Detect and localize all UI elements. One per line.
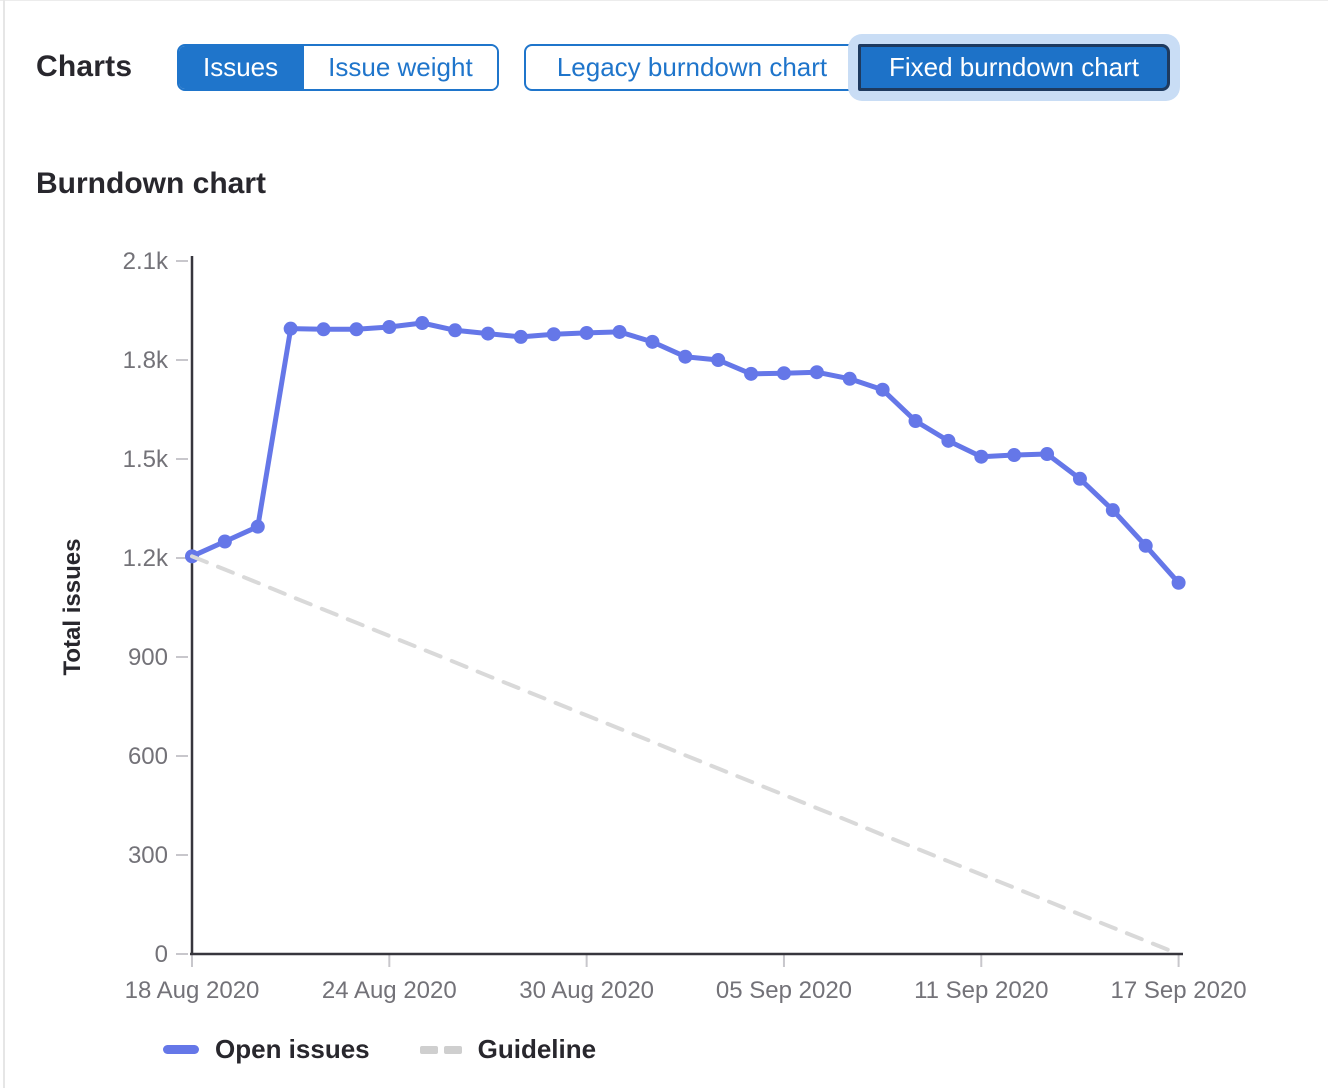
data-point[interactable]	[875, 382, 890, 397]
guideline-swatch-icon	[419, 1045, 462, 1054]
data-point[interactable]	[776, 366, 791, 381]
data-point[interactable]	[908, 414, 923, 429]
open-issues-swatch-icon	[163, 1045, 199, 1054]
data-point[interactable]	[316, 322, 331, 337]
y-tick-label: 1.2k	[123, 545, 169, 572]
x-tick-label: 17 Sep 2020	[1111, 977, 1247, 1004]
data-point[interactable]	[448, 323, 463, 338]
x-tick-label: 24 Aug 2020	[322, 977, 457, 1004]
data-point[interactable]	[1072, 471, 1087, 486]
chart-legend: Open issues Guideline	[163, 1034, 596, 1065]
y-tick-label: 900	[128, 644, 168, 671]
metric-toggle-group: Issues Issue weight	[177, 44, 499, 91]
data-point[interactable]	[941, 433, 956, 448]
toggle-issues-button[interactable]: Issues	[179, 46, 303, 89]
y-tick-label: 1.5k	[123, 446, 169, 473]
x-tick-label: 05 Sep 2020	[716, 977, 852, 1004]
data-point[interactable]	[349, 322, 364, 337]
data-point[interactable]	[283, 321, 298, 336]
data-point[interactable]	[513, 329, 528, 344]
y-tick-label: 2.1k	[123, 248, 169, 275]
data-point[interactable]	[382, 320, 397, 334]
legacy-burndown-chart-button[interactable]: Legacy burndown chart	[524, 44, 860, 91]
burndown-chart-plot: 0 300 600 900 1.2k 1.5k 1.8k 2.1k 18 Aug 2020 24 …	[59, 248, 1247, 1004]
data-point[interactable]	[1007, 448, 1022, 463]
x-tick-label: 11 Sep 2020	[914, 977, 1048, 1004]
left-divider	[3, 0, 5, 1088]
fixed-burndown-chart-wrap: Fixed burndown chart	[848, 34, 1180, 101]
charts-label: Charts	[36, 50, 133, 83]
series-line-guideline	[190, 554, 1181, 956]
data-point[interactable]	[809, 365, 824, 380]
top-divider	[0, 0, 1328, 1]
legend-label: Guideline	[477, 1034, 597, 1064]
data-point[interactable]	[1040, 447, 1055, 462]
data-point[interactable]	[480, 326, 495, 341]
data-point[interactable]	[974, 449, 989, 464]
data-point[interactable]	[744, 366, 759, 381]
y-tick-label: 0	[155, 941, 168, 968]
data-point[interactable]	[1138, 538, 1153, 553]
legend-label: Open issues	[215, 1034, 370, 1064]
y-axis-title: Total issues	[59, 539, 86, 676]
legend-item-open-issues[interactable]: Open issues	[163, 1034, 370, 1065]
y-tick-label: 1.8k	[123, 347, 169, 374]
data-point[interactable]	[415, 316, 430, 331]
page-title: Burndown chart	[36, 167, 266, 200]
data-point[interactable]	[711, 353, 726, 367]
data-point[interactable]	[645, 334, 660, 349]
data-point[interactable]	[217, 534, 232, 549]
data-point[interactable]	[579, 325, 594, 340]
data-point[interactable]	[842, 371, 857, 386]
toggle-issue-weight-button[interactable]: Issue weight	[302, 46, 497, 89]
y-tick-label: 600	[128, 743, 168, 770]
data-point[interactable]	[546, 327, 561, 342]
y-tick-label: 300	[128, 842, 168, 869]
data-point[interactable]	[1105, 503, 1120, 518]
x-tick-label: 18 Aug 2020	[125, 977, 260, 1004]
data-point[interactable]	[250, 519, 265, 534]
data-point[interactable]	[1171, 575, 1186, 590]
x-tick-label: 30 Aug 2020	[519, 977, 654, 1004]
data-point[interactable]	[678, 349, 693, 364]
data-point[interactable]	[612, 324, 627, 339]
legend-item-guideline[interactable]: Guideline	[419, 1034, 597, 1065]
fixed-burndown-chart-button[interactable]: Fixed burndown chart	[858, 44, 1170, 91]
